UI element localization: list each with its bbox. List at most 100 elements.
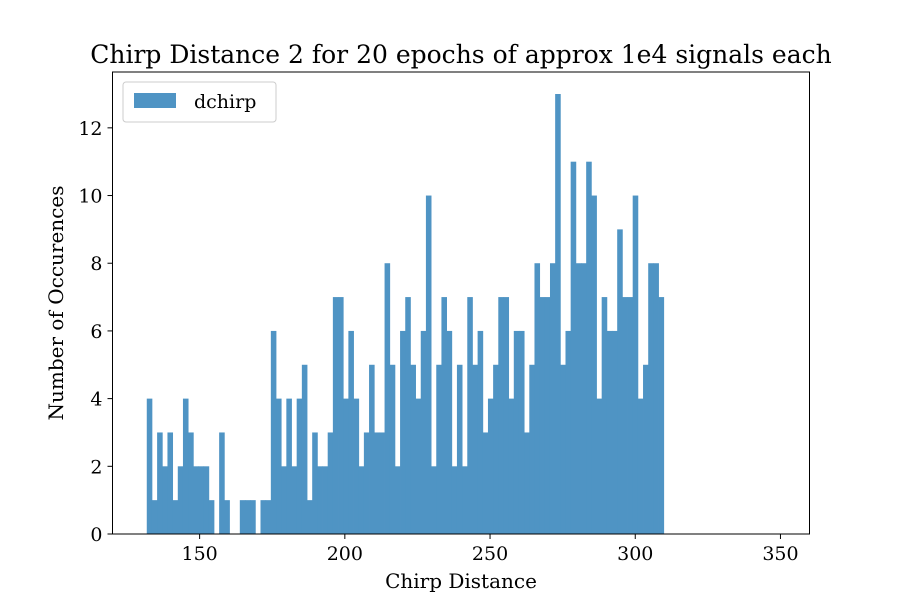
histogram-bar bbox=[524, 432, 530, 534]
histogram-bar bbox=[286, 398, 292, 534]
histogram-bar bbox=[544, 297, 551, 534]
histogram-bar bbox=[276, 398, 282, 534]
y-axis-ticks: 0 2 4 6 8 10 12 bbox=[78, 118, 113, 546]
histogram-bar bbox=[451, 466, 458, 534]
x-tick-label: 200 bbox=[327, 543, 363, 565]
histogram-bar bbox=[431, 466, 437, 534]
histogram-bar bbox=[627, 297, 634, 534]
histogram-bar bbox=[379, 432, 385, 534]
histogram-bar bbox=[425, 195, 432, 535]
histogram-bar bbox=[513, 330, 520, 534]
histogram-bar bbox=[327, 432, 334, 534]
y-tick-label: 12 bbox=[78, 118, 102, 140]
histogram-bar bbox=[503, 297, 510, 534]
histogram-bar bbox=[622, 297, 628, 534]
histogram-bar bbox=[529, 364, 535, 534]
histogram-bar bbox=[301, 364, 308, 534]
histogram-bar bbox=[363, 432, 370, 534]
legend-label-dchirp: dchirp bbox=[194, 91, 256, 113]
histogram-bar bbox=[637, 398, 644, 534]
histogram-bar bbox=[167, 432, 174, 534]
histogram-bar bbox=[467, 297, 473, 534]
histogram-bar bbox=[389, 364, 396, 534]
histogram-bar bbox=[353, 398, 360, 534]
histogram-bar bbox=[508, 398, 515, 534]
histogram-bar bbox=[643, 364, 649, 534]
histogram-bar bbox=[358, 466, 365, 534]
y-tick-label: 6 bbox=[90, 321, 102, 343]
histogram-bar bbox=[653, 263, 659, 534]
histogram-bar bbox=[203, 466, 210, 534]
histogram-bar bbox=[260, 500, 267, 534]
histogram-bar bbox=[208, 500, 215, 534]
histogram-bar bbox=[462, 466, 468, 534]
histogram-bar bbox=[493, 364, 499, 534]
histogram-bar bbox=[446, 330, 453, 534]
histogram-bar bbox=[456, 364, 463, 534]
histogram-bar bbox=[591, 195, 597, 535]
histogram-bar bbox=[405, 297, 411, 534]
histogram-bar bbox=[193, 466, 199, 534]
histogram-bar bbox=[281, 466, 287, 534]
histogram-bar bbox=[384, 263, 391, 534]
histogram-bar bbox=[617, 229, 623, 534]
histogram-bar bbox=[188, 432, 194, 534]
histogram-bar bbox=[575, 263, 582, 534]
histogram-bar bbox=[338, 297, 344, 534]
histogram-bar bbox=[369, 364, 375, 534]
histogram-bar bbox=[182, 398, 189, 534]
chart-title: Chirp Distance 2 for 20 epochs of approx… bbox=[90, 40, 832, 69]
histogram-bar bbox=[560, 364, 566, 534]
legend: dchirp bbox=[122, 81, 277, 123]
histogram-bar bbox=[177, 466, 184, 534]
histogram-bar bbox=[441, 297, 447, 534]
histogram-bar bbox=[322, 466, 329, 534]
histogram-bar bbox=[265, 500, 272, 534]
histogram-bar bbox=[270, 330, 277, 534]
histogram-bar bbox=[250, 500, 256, 534]
y-tick-label: 10 bbox=[78, 186, 102, 208]
y-tick-label: 4 bbox=[90, 389, 102, 411]
x-tick-label: 350 bbox=[762, 543, 798, 565]
y-tick-label: 8 bbox=[90, 253, 102, 275]
y-tick-label: 0 bbox=[90, 524, 102, 546]
y-axis-label: Number of Occurences bbox=[44, 186, 68, 421]
histogram-bar bbox=[534, 263, 541, 534]
histogram-bar bbox=[601, 297, 608, 534]
histogram-bar bbox=[549, 263, 556, 534]
histogram-bar bbox=[172, 500, 179, 534]
histogram-bar bbox=[394, 466, 401, 534]
histogram-bar bbox=[239, 500, 246, 534]
histogram-bar bbox=[410, 364, 416, 534]
histogram-bar bbox=[312, 432, 318, 534]
histogram-bar bbox=[146, 398, 153, 534]
histogram-bar bbox=[586, 161, 592, 534]
plot-area-frame bbox=[112, 71, 810, 535]
histogram-bar bbox=[565, 330, 572, 534]
histogram-bar bbox=[632, 195, 639, 535]
histogram-bar bbox=[157, 432, 163, 534]
x-tick-label: 250 bbox=[472, 543, 508, 565]
histogram-bar bbox=[291, 466, 298, 534]
histogram-bar bbox=[400, 330, 406, 534]
histogram-bar bbox=[374, 432, 380, 534]
histogram-bar bbox=[596, 398, 603, 534]
histogram-bar bbox=[244, 500, 251, 534]
histogram-bar bbox=[348, 330, 354, 534]
x-axis-ticks: 150 200 250 300 350 bbox=[181, 534, 799, 565]
histogram-bar bbox=[472, 364, 479, 534]
histogram-bar bbox=[332, 297, 339, 534]
histogram-bar bbox=[198, 466, 205, 534]
histogram-bar bbox=[555, 94, 561, 534]
histogram-bar bbox=[415, 398, 422, 534]
histogram-bar bbox=[518, 330, 525, 534]
x-axis-label: Chirp Distance bbox=[385, 569, 537, 593]
histogram-bar bbox=[482, 432, 489, 534]
histogram-bar bbox=[570, 161, 577, 534]
histogram-bar bbox=[436, 364, 442, 534]
histogram-bar bbox=[162, 466, 168, 534]
histogram-bar bbox=[487, 398, 494, 534]
bars-group bbox=[146, 94, 665, 535]
histogram-bar bbox=[648, 263, 654, 534]
